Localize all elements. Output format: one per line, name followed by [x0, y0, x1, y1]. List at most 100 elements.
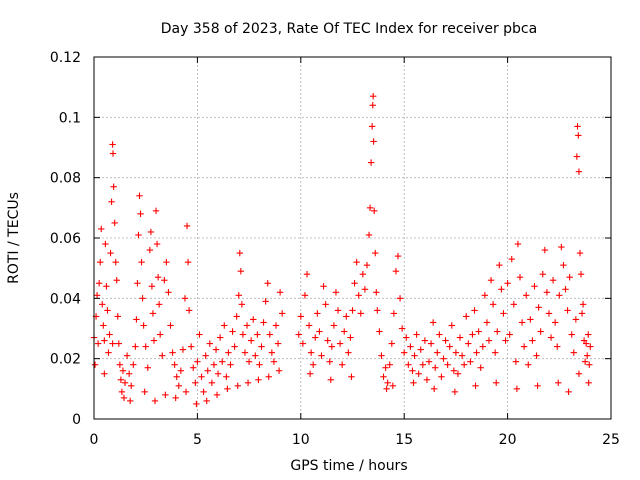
data-point [318, 352, 325, 359]
data-point [448, 322, 455, 329]
data-point [320, 283, 327, 290]
data-point [554, 343, 561, 350]
data-point [353, 258, 360, 266]
data-point [349, 307, 356, 314]
data-point [410, 379, 417, 386]
data-point [103, 283, 110, 290]
data-point [108, 198, 115, 205]
data-point [527, 316, 534, 323]
data-point [112, 258, 119, 266]
data-point [109, 340, 116, 347]
data-point [97, 258, 104, 266]
data-point [229, 328, 236, 335]
data-point [386, 361, 393, 368]
data-point [371, 207, 378, 215]
data-point [153, 240, 161, 248]
data-point [430, 385, 438, 393]
data-point [500, 310, 507, 317]
data-point [409, 367, 416, 374]
data-point [369, 102, 376, 109]
data-point [361, 286, 369, 293]
data-point [109, 150, 117, 157]
data-point [446, 343, 453, 350]
data-point [270, 358, 278, 365]
data-point [514, 240, 522, 248]
data-point [565, 388, 572, 396]
data-point [363, 261, 371, 269]
data-point [236, 249, 243, 257]
data-point [310, 361, 317, 368]
data-point [115, 340, 123, 347]
data-point [465, 340, 472, 347]
data-point [305, 322, 313, 329]
data-point [161, 277, 168, 284]
data-point [518, 319, 526, 326]
data-point [125, 370, 133, 377]
data-point [545, 310, 553, 317]
data-point [231, 343, 238, 350]
data-point [256, 361, 263, 368]
data-point [101, 370, 108, 377]
data-point [239, 331, 247, 338]
x-tick-label: 0 [90, 432, 99, 448]
data-point [258, 343, 265, 350]
data-point [463, 313, 470, 320]
data-point [355, 292, 362, 299]
data-point [396, 295, 404, 302]
data-point [297, 313, 304, 320]
data-point [274, 340, 282, 347]
data-point [570, 349, 577, 356]
data-point [198, 373, 205, 380]
data-point [140, 322, 147, 329]
data-point [506, 331, 513, 338]
data-point [434, 349, 441, 356]
data-point [451, 388, 459, 396]
y-tick-label: 0.08 [50, 171, 81, 187]
data-point [535, 304, 542, 311]
data-point [98, 225, 105, 233]
data-point [547, 334, 555, 341]
data-point [330, 322, 338, 329]
data-point [113, 277, 120, 284]
y-axis: 0 0.02 0.04 0.06 0.08 0.1 0.12 [50, 50, 611, 428]
data-point [213, 391, 221, 399]
data-point [163, 258, 170, 266]
data-point [392, 267, 400, 275]
data-point [109, 141, 116, 148]
data-point [193, 400, 200, 408]
data-point [328, 343, 336, 350]
data-point [359, 271, 367, 278]
data-point [306, 370, 314, 377]
data-point [456, 334, 464, 341]
data-point [154, 274, 162, 281]
data-point [107, 249, 114, 257]
data-point [254, 331, 261, 338]
x-tick-label: 10 [292, 432, 310, 448]
data-point [577, 271, 585, 278]
data-point [295, 331, 302, 338]
data-point [574, 123, 581, 130]
data-point [260, 319, 267, 326]
data-point [184, 258, 192, 266]
data-point [165, 289, 172, 296]
data-point [227, 361, 234, 368]
data-point [549, 277, 557, 284]
data-point [343, 313, 350, 320]
data-point [529, 337, 536, 344]
data-point [382, 364, 389, 371]
data-point [237, 267, 245, 275]
x-tick-label: 25 [602, 432, 620, 448]
data-point [558, 243, 565, 251]
data-point [477, 364, 484, 371]
data-point [369, 93, 377, 100]
data-point [135, 231, 142, 239]
x-tick-label: 15 [395, 432, 413, 448]
data-point [214, 370, 222, 377]
data-point [394, 252, 402, 260]
data-point [425, 358, 433, 365]
data-point [481, 292, 489, 299]
data-point [562, 286, 569, 293]
data-point [130, 361, 137, 368]
data-point [489, 301, 497, 308]
